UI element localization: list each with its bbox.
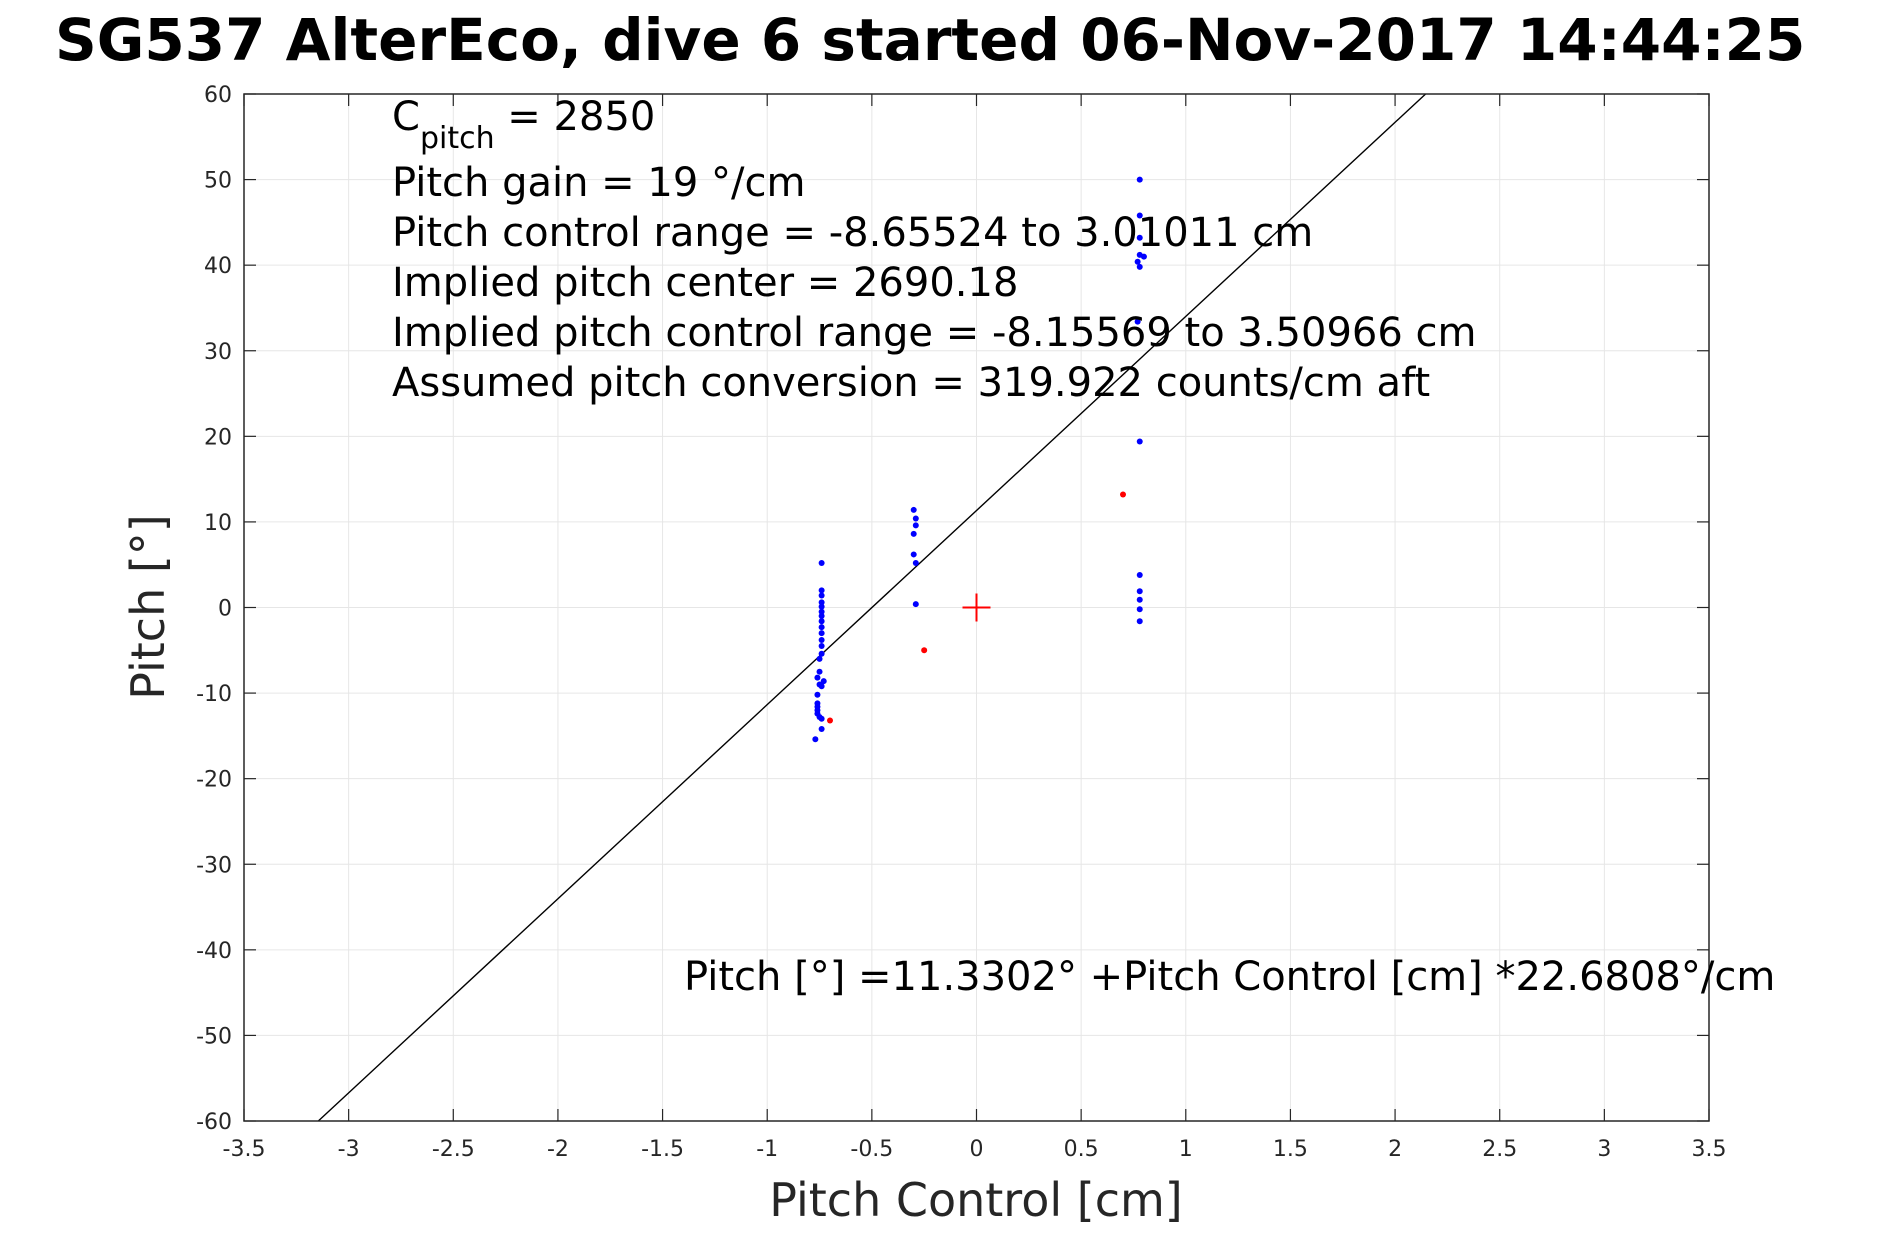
- fit-line: [317, 93, 1427, 1122]
- data-point: [814, 691, 821, 698]
- data-point: [818, 587, 825, 594]
- data-point: [1136, 438, 1143, 445]
- x-tick-label: 1: [1179, 1137, 1193, 1162]
- data-point: [818, 643, 825, 650]
- data-point: [818, 624, 825, 631]
- x-tick-label: 2.5: [1482, 1137, 1517, 1162]
- x-tick-label: -0.5: [850, 1137, 893, 1162]
- c-pitch-main: C: [392, 94, 420, 140]
- data-point: [1136, 571, 1143, 578]
- data-point: [818, 650, 825, 657]
- data-point: [818, 715, 825, 722]
- data-point: [816, 668, 823, 675]
- data-point: [1120, 491, 1126, 498]
- data-point: [1136, 176, 1143, 183]
- x-tick-label: -2.5: [432, 1137, 475, 1162]
- data-point: [818, 637, 825, 644]
- data-point: [1136, 263, 1143, 270]
- data-point: [818, 618, 825, 625]
- c-pitch-value: = 2850: [495, 94, 656, 140]
- x-tick-label: -3: [338, 1137, 360, 1162]
- x-tick-label: -3.5: [223, 1137, 266, 1162]
- data-point: [818, 613, 825, 620]
- annotation-pitch-control-range: Pitch control range = -8.65524 to 3.0101…: [392, 210, 1313, 256]
- data-point: [1136, 606, 1143, 613]
- y-tick-label: -50: [196, 1024, 232, 1049]
- data-point: [912, 559, 919, 566]
- y-tick-label: 60: [204, 83, 232, 108]
- y-tick-label: -60: [196, 1110, 232, 1135]
- data-point: [1136, 212, 1143, 219]
- y-tick-label: -10: [196, 682, 232, 707]
- data-point: [912, 522, 919, 529]
- data-point: [818, 603, 825, 610]
- data-point: [1140, 253, 1147, 260]
- data-point: [818, 608, 825, 615]
- c-pitch-subscript: pitch: [420, 121, 495, 156]
- y-tick-label: 0: [218, 597, 232, 622]
- data-point: [910, 530, 917, 537]
- y-tick-label: -30: [196, 853, 232, 878]
- data-point: [1136, 596, 1143, 603]
- data-point: [912, 515, 919, 522]
- y-tick-label: -20: [196, 768, 232, 793]
- data-point: [812, 736, 819, 743]
- x-tick-label: 1.5: [1273, 1137, 1308, 1162]
- data-point: [818, 683, 825, 690]
- data-point: [921, 647, 928, 654]
- grid-lines: [243, 93, 1710, 1122]
- data-point: [910, 551, 917, 558]
- y-tick-labels: -60 -50 -40 -30 -20 -10 0 10 20 30 40 50 60: [196, 83, 232, 1135]
- y-tick-label: 20: [204, 425, 232, 450]
- y-axis-label: Pitch [°]: [121, 514, 175, 700]
- data-point: [818, 599, 825, 606]
- x-tick-label: 0.5: [1064, 1137, 1099, 1162]
- data-point: [1136, 588, 1143, 595]
- fit-line-layer: [317, 93, 1427, 1122]
- y-tick-label: 30: [204, 340, 232, 365]
- y-tick-label: 10: [204, 511, 232, 536]
- y-tick-label: 40: [204, 254, 232, 279]
- data-point: [814, 674, 821, 681]
- annotation-implied-pitch-center: Implied pitch center = 2690.18: [392, 260, 1018, 306]
- y-tick-label: 50: [204, 169, 232, 194]
- y-tick-label: -40: [196, 939, 232, 964]
- x-tick-label: 0: [970, 1137, 984, 1162]
- x-tick-label: -1.5: [641, 1137, 684, 1162]
- x-tick-label: 3.5: [1692, 1137, 1727, 1162]
- data-point: [1134, 258, 1141, 265]
- x-tick-label: -1: [756, 1137, 778, 1162]
- data-point: [827, 717, 833, 724]
- data-point: [818, 630, 825, 637]
- data-point: [816, 655, 823, 662]
- x-tick-labels: -3.5 -3 -2.5 -2 -1.5 -1 -0.5 0 0.5 1 1.5 2 2.5 3 3.5: [223, 1137, 1727, 1162]
- x-axis-label: Pitch Control [cm]: [769, 1173, 1183, 1227]
- annotation-pitch-gain: Pitch gain = 19 °/cm: [392, 160, 805, 206]
- data-point: [818, 726, 825, 733]
- x-tick-label: 2: [1388, 1137, 1402, 1162]
- x-tick-label: -2: [547, 1137, 569, 1162]
- x-tick-label: 3: [1597, 1137, 1611, 1162]
- axis-ticks: [243, 93, 1710, 1122]
- data-point: [910, 506, 917, 513]
- annotation-c-pitch: Cpitch = 2850: [392, 94, 655, 156]
- annotation-fit-equation: Pitch [°] =11.3302° +Pitch Control [cm] …: [684, 954, 1775, 1000]
- data-point: [912, 601, 919, 608]
- data-point: [1136, 618, 1143, 625]
- data-point: [818, 592, 825, 599]
- center-marker-layer: [962, 593, 991, 622]
- data-point: [1136, 234, 1143, 241]
- chart-title: SG537 AlterEco, dive 6 started 06-Nov-20…: [55, 6, 1805, 74]
- data-point: [818, 559, 825, 566]
- data-points: [812, 176, 1147, 743]
- data-point: [820, 678, 827, 685]
- data-point: [1134, 318, 1141, 325]
- annotation-implied-pitch-control-range: Implied pitch control range = -8.15569 t…: [392, 310, 1476, 356]
- annotation-assumed-pitch-conversion: Assumed pitch conversion = 319.922 count…: [392, 360, 1430, 406]
